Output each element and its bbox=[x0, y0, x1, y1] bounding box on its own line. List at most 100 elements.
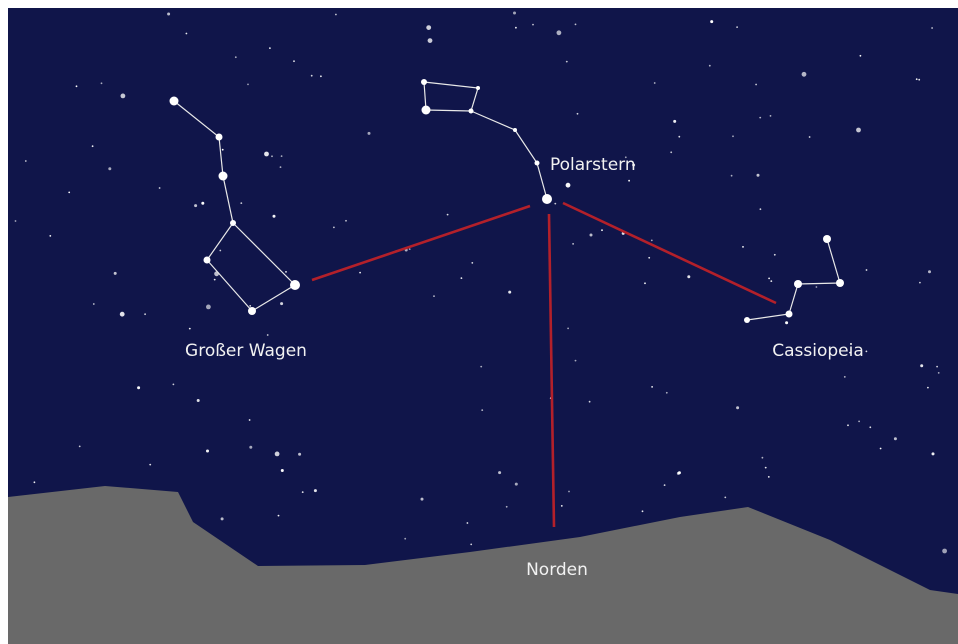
background-star bbox=[654, 82, 656, 84]
background-star bbox=[860, 55, 862, 57]
background-star bbox=[247, 84, 249, 86]
background-star bbox=[498, 471, 501, 474]
background-star bbox=[76, 85, 78, 87]
background-star bbox=[894, 437, 897, 440]
background-star bbox=[206, 305, 211, 310]
star bbox=[823, 235, 831, 243]
background-star bbox=[768, 278, 770, 280]
star bbox=[836, 279, 844, 287]
background-star bbox=[575, 24, 577, 26]
background-star bbox=[269, 47, 271, 49]
background-star bbox=[173, 384, 175, 386]
background-star bbox=[264, 152, 269, 157]
background-star bbox=[568, 491, 570, 493]
background-star bbox=[335, 14, 337, 16]
star bbox=[422, 106, 431, 115]
background-star bbox=[628, 180, 630, 182]
background-star bbox=[447, 214, 449, 216]
star bbox=[786, 311, 793, 318]
background-star bbox=[197, 399, 200, 402]
star bbox=[219, 172, 228, 181]
background-star bbox=[561, 505, 563, 507]
background-star bbox=[409, 248, 411, 250]
background-star bbox=[206, 450, 209, 453]
background-star bbox=[149, 464, 151, 466]
star bbox=[535, 161, 540, 166]
background-star bbox=[931, 27, 933, 29]
background-star bbox=[275, 452, 280, 457]
background-star bbox=[15, 220, 17, 222]
night-sky-diagram: Polarstern Großer Wagen Cassiopeia Norde… bbox=[0, 0, 958, 644]
background-star bbox=[249, 446, 252, 449]
background-star bbox=[235, 56, 237, 58]
background-star bbox=[566, 183, 571, 188]
background-star bbox=[918, 79, 920, 81]
star bbox=[290, 280, 300, 290]
background-star bbox=[461, 277, 463, 279]
star bbox=[248, 307, 256, 315]
star bbox=[421, 79, 427, 85]
background-star bbox=[670, 151, 672, 153]
background-star bbox=[856, 128, 861, 133]
background-star bbox=[589, 401, 591, 403]
star bbox=[170, 97, 179, 106]
background-star bbox=[108, 167, 111, 170]
background-star bbox=[942, 549, 947, 554]
background-star bbox=[920, 364, 923, 367]
background-star bbox=[25, 160, 27, 162]
background-star bbox=[760, 208, 762, 210]
background-star bbox=[642, 510, 644, 512]
background-star bbox=[759, 117, 761, 119]
star bbox=[794, 280, 802, 288]
background-star bbox=[816, 286, 818, 288]
background-star bbox=[79, 446, 81, 448]
background-star bbox=[92, 145, 94, 147]
background-star bbox=[201, 202, 204, 205]
background-star bbox=[938, 372, 940, 374]
background-star bbox=[222, 149, 224, 151]
background-star bbox=[919, 282, 921, 284]
background-star bbox=[762, 457, 764, 459]
background-star bbox=[664, 484, 666, 486]
background-star bbox=[575, 360, 577, 362]
background-star bbox=[768, 476, 770, 478]
background-star bbox=[320, 75, 322, 77]
background-star bbox=[731, 175, 733, 177]
background-star bbox=[710, 20, 713, 23]
background-star bbox=[219, 250, 221, 252]
background-star bbox=[566, 61, 568, 63]
background-star bbox=[557, 30, 562, 35]
background-star bbox=[345, 220, 347, 222]
background-star bbox=[736, 406, 739, 409]
background-star bbox=[194, 204, 197, 207]
background-star bbox=[515, 483, 518, 486]
background-star bbox=[644, 282, 646, 284]
background-star bbox=[189, 328, 191, 330]
background-star bbox=[302, 491, 304, 493]
background-star bbox=[785, 321, 788, 324]
background-star bbox=[114, 272, 117, 275]
label-cassiopeia: Cassiopeia bbox=[772, 341, 864, 361]
background-star bbox=[428, 38, 433, 43]
background-star bbox=[590, 234, 593, 237]
background-star bbox=[333, 227, 335, 229]
background-star bbox=[467, 522, 469, 524]
background-star bbox=[314, 489, 317, 492]
background-star bbox=[68, 192, 70, 194]
background-star bbox=[480, 366, 482, 368]
star bbox=[469, 109, 474, 114]
background-star bbox=[678, 136, 680, 138]
background-star bbox=[167, 13, 170, 16]
background-star bbox=[368, 132, 371, 135]
background-star bbox=[928, 270, 931, 273]
background-star bbox=[34, 481, 36, 483]
background-star bbox=[869, 426, 871, 428]
background-star bbox=[880, 448, 882, 450]
background-star bbox=[601, 229, 603, 231]
background-star bbox=[144, 313, 146, 315]
background-star bbox=[774, 254, 776, 256]
background-star bbox=[736, 26, 738, 28]
background-star bbox=[281, 155, 283, 157]
background-star bbox=[433, 295, 435, 297]
background-star bbox=[673, 120, 676, 123]
